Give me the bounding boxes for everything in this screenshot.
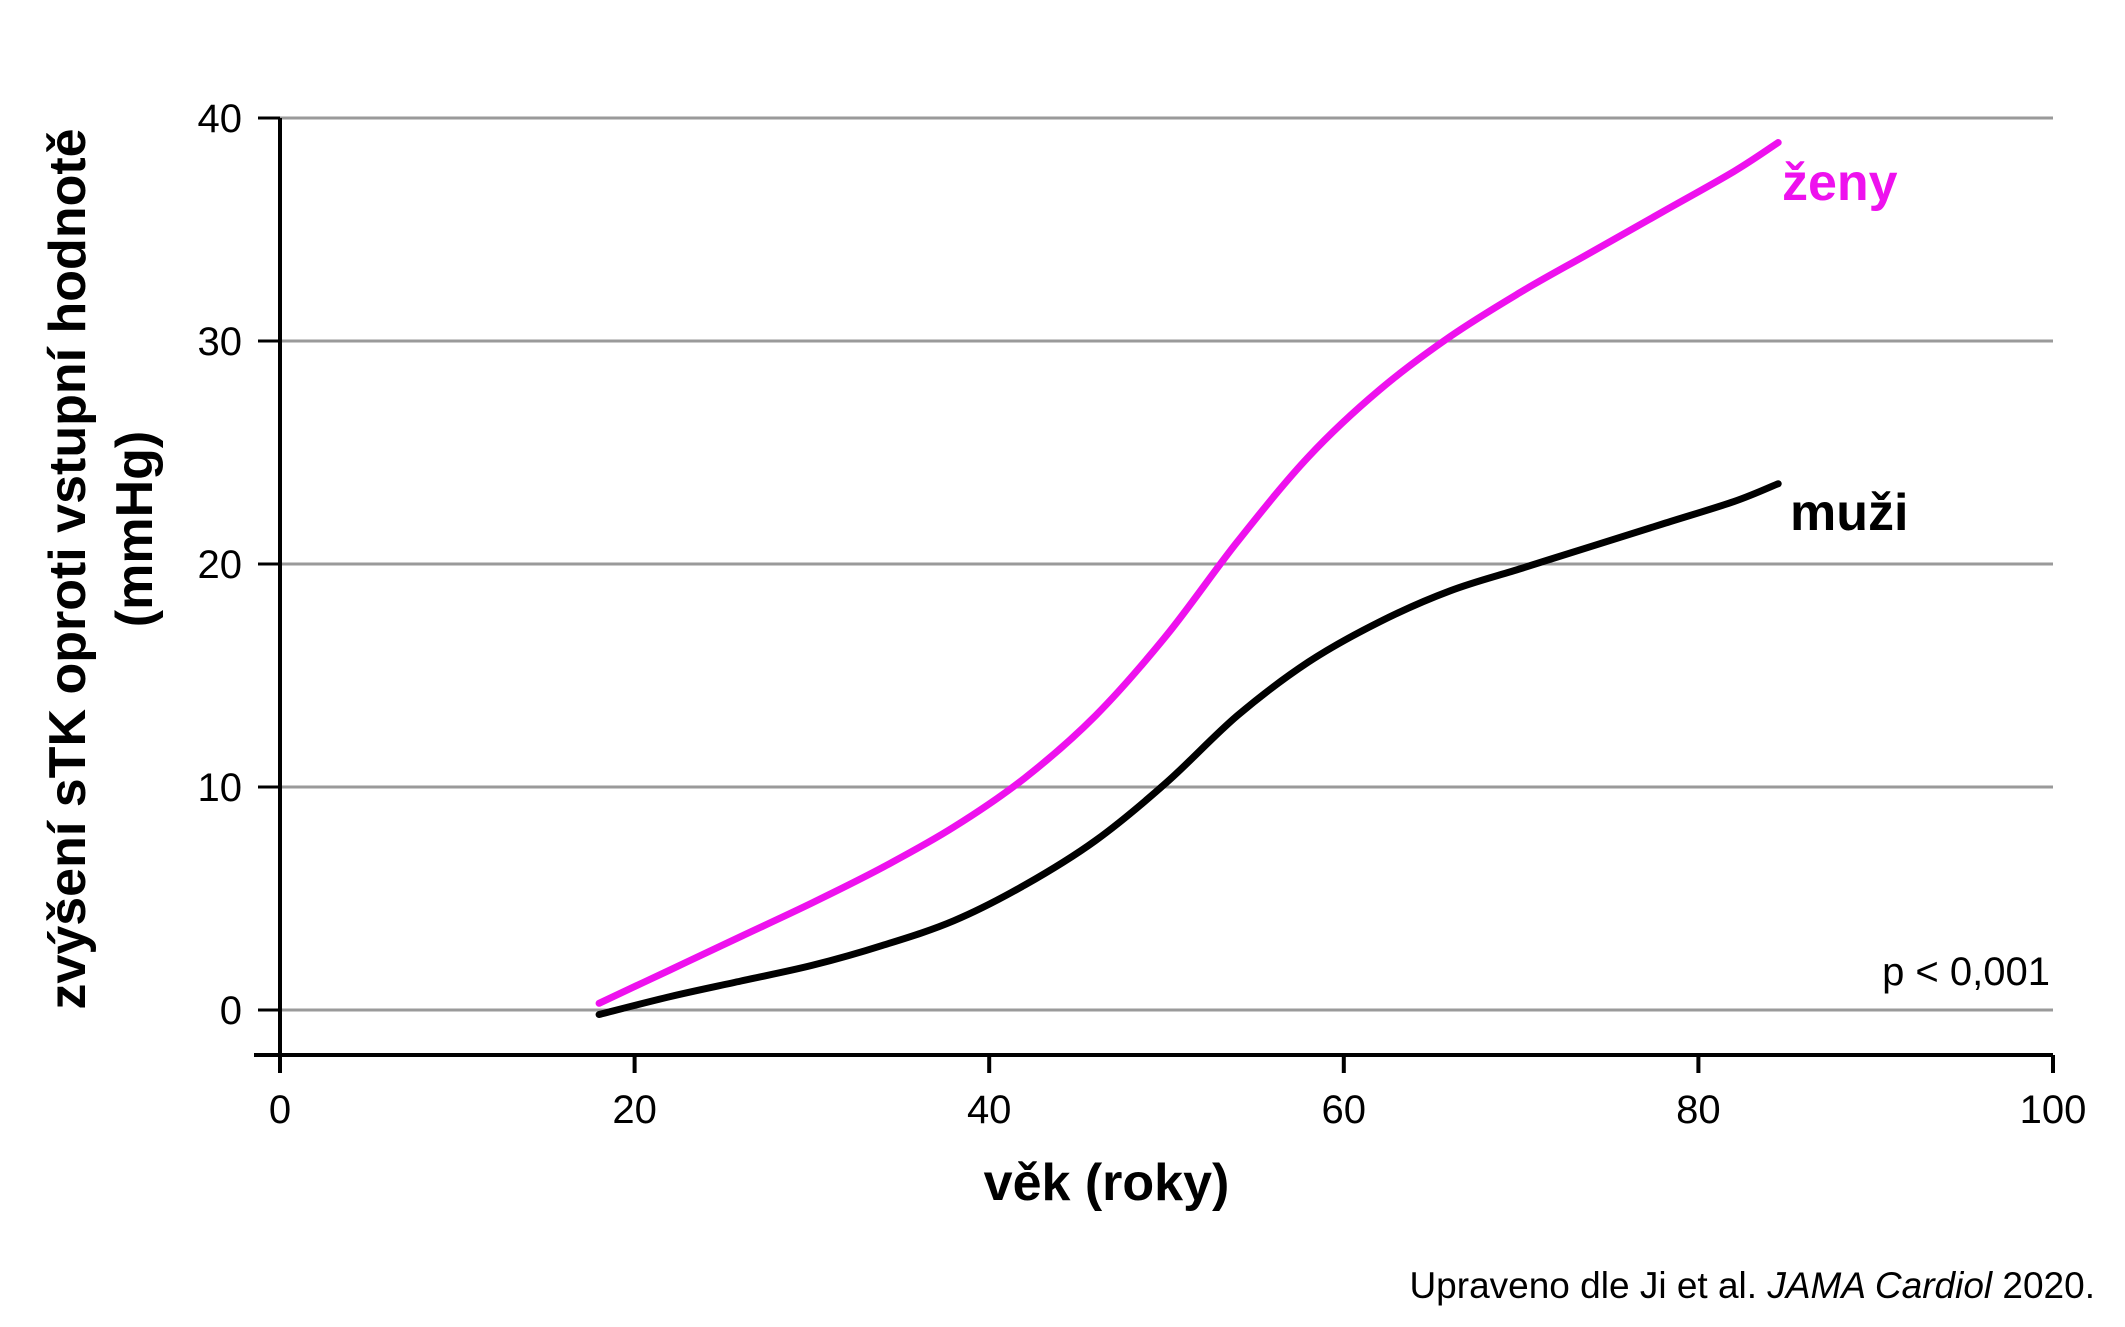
series-line-muzi bbox=[595, 480, 1782, 1018]
source-journal: JAMA Cardiol bbox=[1766, 1265, 1994, 1306]
y-axis-title-line-2: (mmHg) bbox=[106, 431, 164, 627]
x-tick-label-60: 60 bbox=[1322, 1088, 1367, 1132]
source-citation: Upraveno dle Ji et al. JAMA Cardiol 2020… bbox=[1409, 1265, 2095, 1306]
y-tick-label-0: 0 bbox=[220, 989, 242, 1033]
y-tick-label-10: 10 bbox=[198, 766, 243, 810]
series-lines bbox=[595, 139, 1782, 1018]
y-tick-label-40: 40 bbox=[198, 97, 243, 141]
source-suffix: 2020. bbox=[1992, 1265, 2095, 1306]
series-line-zeny bbox=[595, 139, 1782, 1007]
x-axis-title: věk (roky) bbox=[984, 1154, 1230, 1212]
labels: věk (roky) zvýšení sTK oproti vstupní ho… bbox=[39, 128, 2095, 1306]
x-tick-label-0: 0 bbox=[269, 1088, 291, 1132]
source-prefix: Upraveno dle Ji et al. bbox=[1409, 1265, 1767, 1306]
x-tick-label-20: 20 bbox=[612, 1088, 657, 1132]
p-value-annotation: p < 0,001 bbox=[1882, 950, 2050, 994]
series-label-zeny: ženy bbox=[1782, 154, 1898, 212]
x-tick-label-40: 40 bbox=[967, 1088, 1012, 1132]
y-tick-label-30: 30 bbox=[198, 320, 243, 364]
y-tick-label-20: 20 bbox=[198, 543, 243, 587]
axes bbox=[254, 118, 2053, 1057]
y-axis-title-line-1: zvýšení sTK oproti vstupní hodnotě bbox=[39, 128, 97, 1009]
x-tick-label-100: 100 bbox=[2020, 1088, 2087, 1132]
x-tick-label-80: 80 bbox=[1676, 1088, 1721, 1132]
series-label-muzi: muži bbox=[1790, 484, 1908, 542]
tick-marks: 0 10 20 30 40 0 20 40 60 80 100 bbox=[198, 97, 2087, 1132]
grid-lines bbox=[280, 116, 2053, 1012]
